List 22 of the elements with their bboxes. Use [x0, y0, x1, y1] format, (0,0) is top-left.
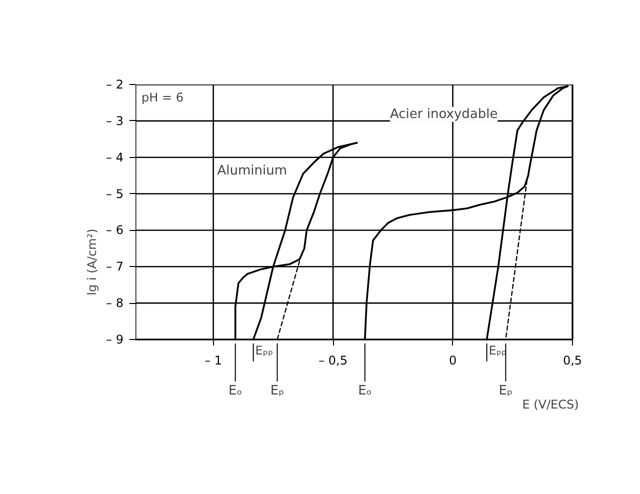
annotation: pH = 6: [142, 90, 184, 104]
x-tick-label: 0: [448, 354, 457, 368]
annotation: Eₒ: [228, 384, 242, 398]
x-tick-label: – 0,5: [318, 354, 348, 368]
annotation: Eₚₚ: [255, 344, 274, 358]
y-axis-title: lg i (A/cm²): [85, 228, 100, 296]
series-label: Aluminium: [217, 163, 287, 178]
y-tick-label: – 3: [106, 114, 124, 128]
y-tick-label: – 9: [106, 332, 124, 346]
y-tick-label: – 8: [106, 296, 124, 310]
annotation: Eₚ: [498, 384, 513, 398]
annotation: Eₚ: [270, 384, 284, 398]
x-axis-title: E (V/ECS): [522, 398, 579, 412]
annotation: Eₒ: [358, 384, 372, 398]
y-tick-label: – 6: [106, 223, 124, 238]
x-tick-label: 0,5: [562, 354, 582, 368]
y-tick-label: – 2: [106, 78, 124, 92]
y-tick-label: – 7: [106, 260, 124, 274]
y-tick-label: – 4: [106, 150, 124, 164]
x-tick-label: – 1: [204, 354, 222, 368]
series-label: Acier inoxydable: [390, 106, 498, 122]
y-tick-label: – 5: [106, 186, 124, 201]
